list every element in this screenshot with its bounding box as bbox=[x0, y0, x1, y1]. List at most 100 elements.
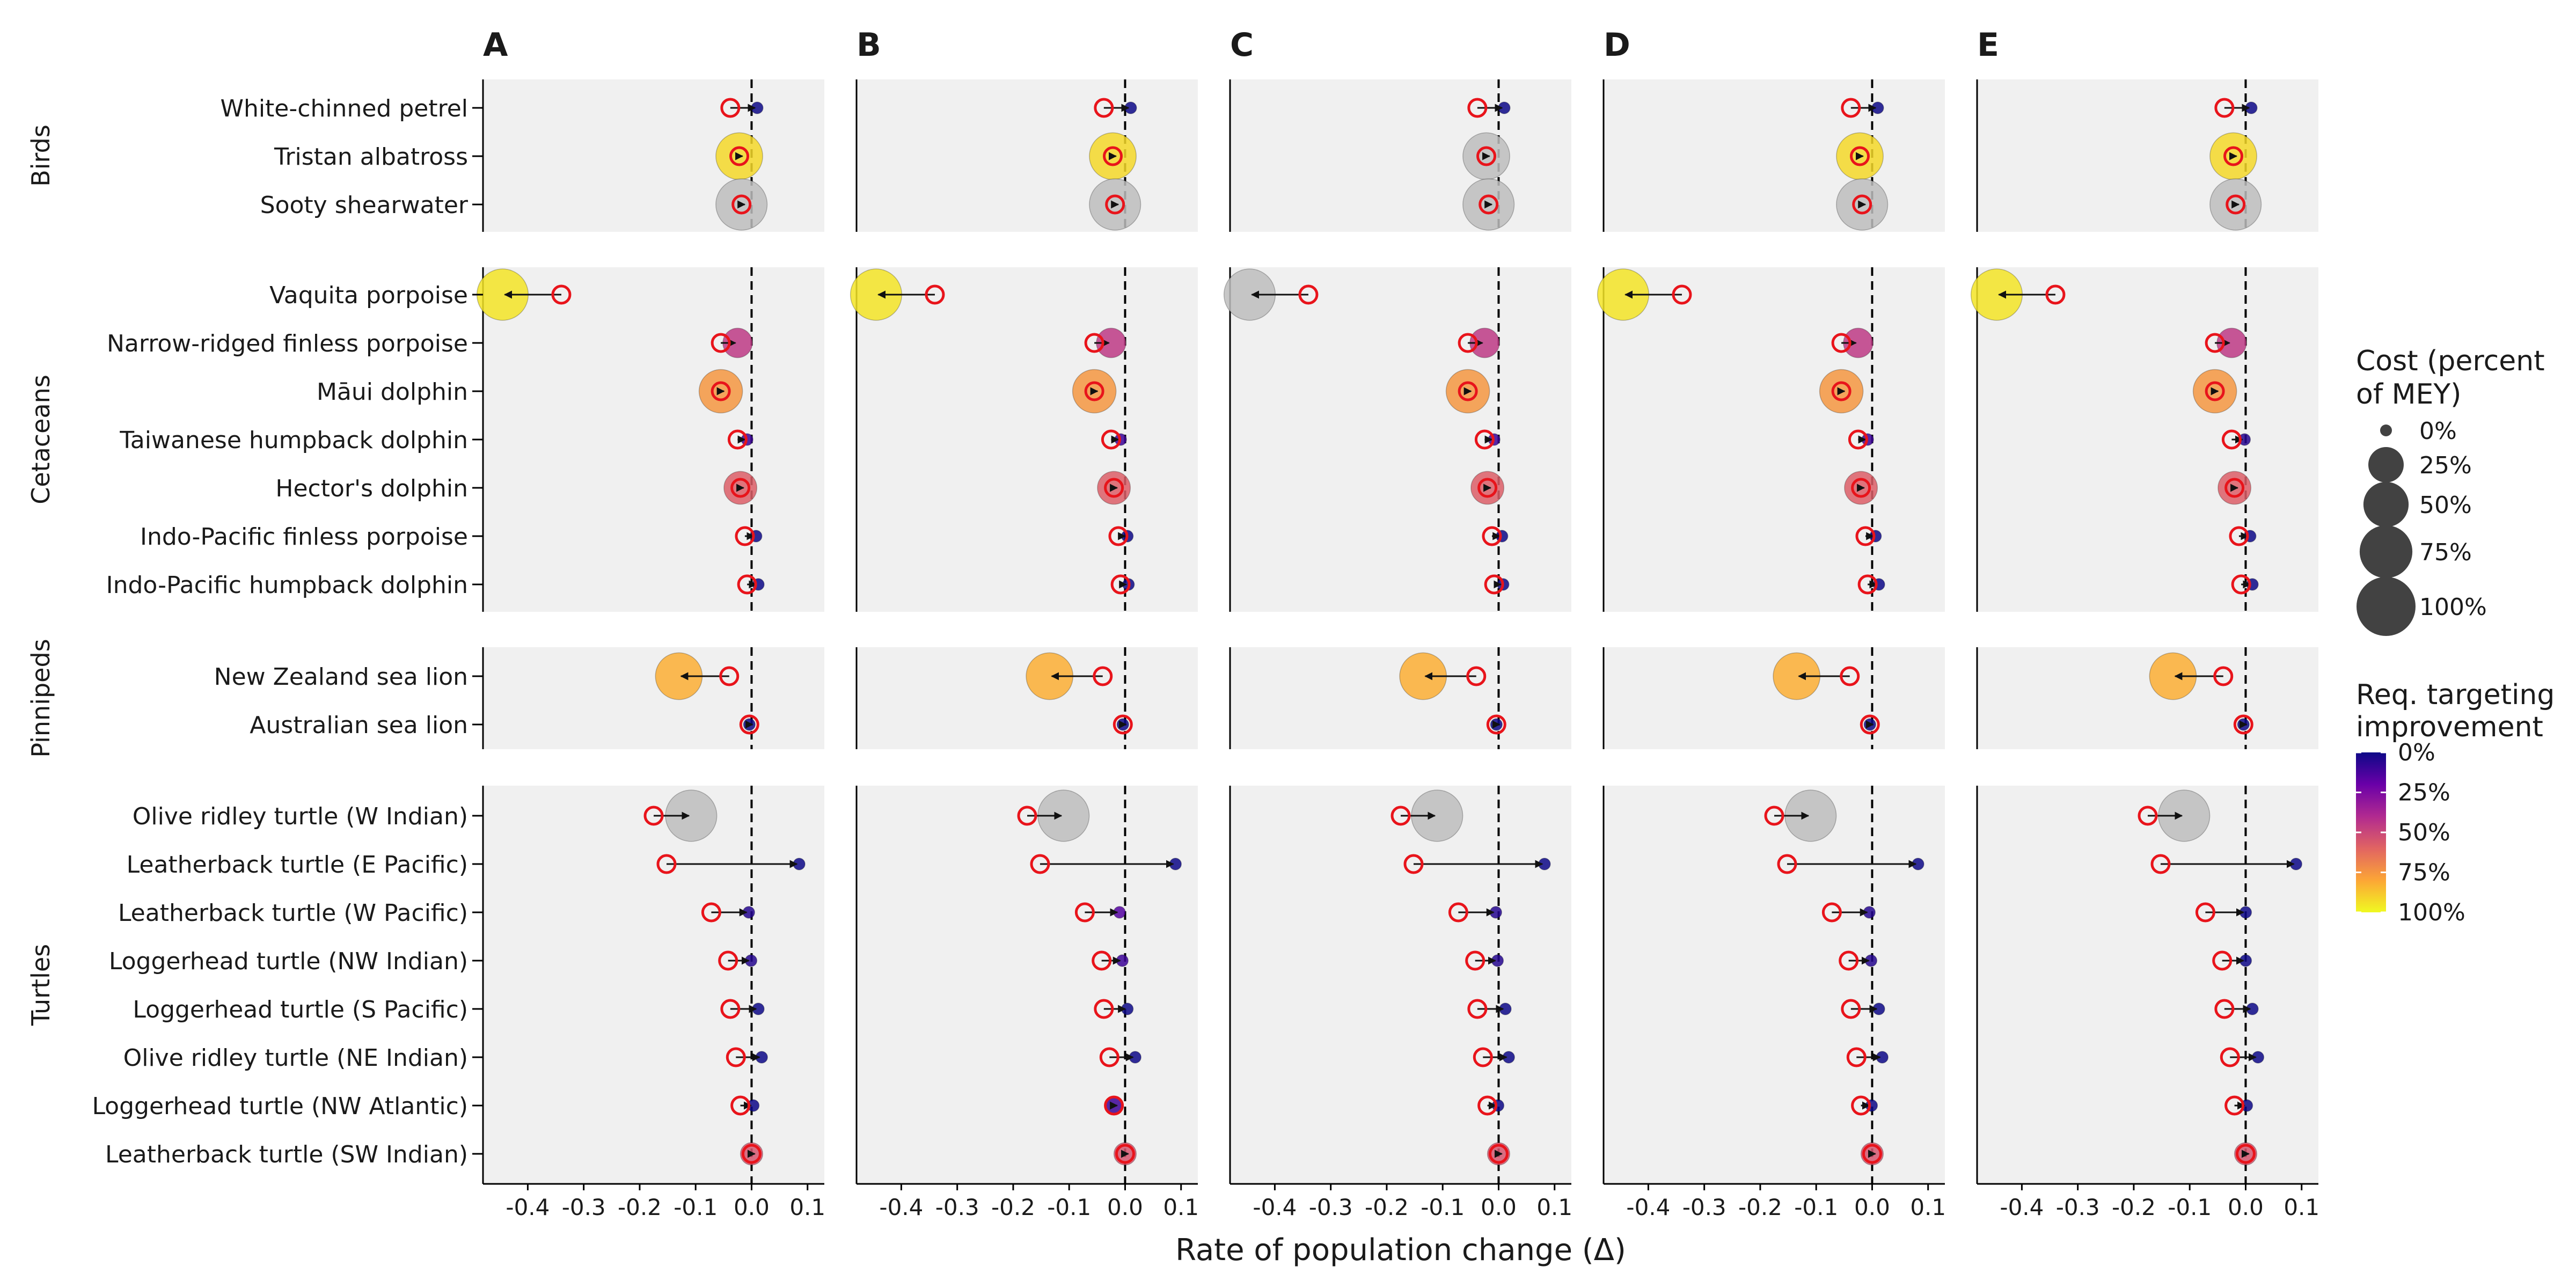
current-rate-point bbox=[1851, 1095, 1871, 1116]
panel-background bbox=[1230, 79, 1571, 232]
current-rate-point bbox=[718, 950, 738, 971]
species-label: New Zealand sea lion bbox=[214, 663, 468, 691]
panel-background bbox=[1604, 79, 1945, 232]
x-tick-label: -0.2 bbox=[1365, 1194, 1409, 1220]
current-rate-point bbox=[1821, 902, 1842, 923]
x-tick-label: -0.3 bbox=[1682, 1194, 1726, 1220]
x-tick-label: -0.2 bbox=[991, 1194, 1035, 1220]
species-label: Loggerhead turtle (S Pacific) bbox=[133, 996, 468, 1023]
current-rate-point bbox=[2205, 381, 2225, 401]
x-tick-label: 0.1 bbox=[1536, 1194, 1572, 1220]
current-rate-point bbox=[1477, 1095, 1498, 1116]
panel-background bbox=[483, 79, 824, 232]
current-rate-point bbox=[739, 714, 759, 735]
x-tick-label: 0.0 bbox=[1854, 1194, 1890, 1220]
group-label: Pinnipeds bbox=[26, 639, 55, 757]
x-tick-label: -0.1 bbox=[1794, 1194, 1838, 1220]
current-rate-point bbox=[551, 284, 572, 305]
panel-b: -0.4 -0.3 -0.2 -0.1 0.0 0.1 B bbox=[850, 26, 1199, 1220]
panel-background bbox=[483, 786, 824, 1184]
size-legend-title: Cost (percent bbox=[2356, 345, 2545, 377]
species-label: Sooty shearwater bbox=[260, 192, 469, 219]
current-rate-point bbox=[1467, 999, 1488, 1019]
group-label: Birds bbox=[26, 125, 55, 187]
panel-d: -0.4 -0.3 -0.2 -0.1 0.0 0.1 D bbox=[1597, 26, 1946, 1220]
current-rate-point bbox=[1831, 333, 1851, 353]
current-rate-point bbox=[1458, 381, 1478, 401]
x-tick-label: 0.0 bbox=[1481, 1194, 1517, 1220]
x-tick-label: -0.2 bbox=[2112, 1194, 2156, 1220]
size-legend-label: 0% bbox=[2419, 418, 2457, 445]
panel-background bbox=[857, 79, 1198, 232]
current-rate-point bbox=[2229, 526, 2249, 546]
current-rate-point bbox=[1094, 98, 1114, 118]
color-legend-label: 0% bbox=[2398, 739, 2435, 766]
current-rate-point bbox=[1473, 1047, 1493, 1067]
current-rate-point bbox=[1104, 1095, 1124, 1116]
x-tick-label: -0.2 bbox=[1738, 1194, 1782, 1220]
x-tick-label: -0.1 bbox=[674, 1194, 718, 1220]
size-legend-title: of MEY) bbox=[2356, 378, 2461, 411]
current-rate-point bbox=[1486, 714, 1506, 735]
current-rate-point bbox=[1672, 284, 1692, 305]
x-tick-label: -0.1 bbox=[1047, 1194, 1091, 1220]
panel-background bbox=[1230, 786, 1571, 1184]
x-tick-label: 0.1 bbox=[1910, 1194, 1946, 1220]
current-rate-point bbox=[1479, 194, 1499, 215]
current-rate-point bbox=[1448, 902, 1468, 923]
species-label: Taiwanese humpback dolphin bbox=[119, 427, 468, 454]
current-rate-point bbox=[1841, 999, 1861, 1019]
panel-label: A bbox=[483, 26, 508, 64]
current-rate-point bbox=[1839, 950, 1859, 971]
species-label: Māui dolphin bbox=[317, 378, 468, 406]
current-rate-point bbox=[2223, 146, 2244, 166]
current-rate-point bbox=[711, 333, 731, 353]
x-tick-label: 0.1 bbox=[789, 1194, 825, 1220]
x-tick-label: 0.1 bbox=[1163, 1194, 1199, 1220]
current-rate-point bbox=[2224, 1095, 2245, 1116]
current-rate-point bbox=[1115, 1144, 1135, 1164]
current-rate-point bbox=[1777, 854, 1797, 874]
current-rate-point bbox=[1850, 146, 1870, 166]
x-tick-label: -0.2 bbox=[618, 1194, 662, 1220]
x-tick-label: -0.3 bbox=[562, 1194, 606, 1220]
species-label: Vaquita porpoise bbox=[269, 282, 468, 309]
current-rate-point bbox=[1848, 429, 1868, 450]
panel-background bbox=[1604, 647, 1945, 749]
panel-label: D bbox=[1604, 26, 1630, 64]
current-rate-point bbox=[711, 381, 731, 401]
x-tick-label: -0.4 bbox=[2000, 1194, 2044, 1220]
species-label: Loggerhead turtle (NW Indian) bbox=[109, 948, 468, 975]
x-tick-label: 0.0 bbox=[2228, 1194, 2264, 1220]
current-rate-point bbox=[2220, 1047, 2240, 1067]
current-rate-point bbox=[1764, 806, 1784, 826]
current-rate-point bbox=[727, 429, 748, 450]
current-rate-point bbox=[735, 526, 755, 546]
current-rate-point bbox=[2224, 478, 2245, 498]
current-rate-point bbox=[2205, 333, 2225, 353]
species-label: White-chinned petrel bbox=[220, 95, 468, 122]
current-rate-point bbox=[1110, 574, 1131, 595]
size-legend-key bbox=[2363, 481, 2409, 528]
color-legend-title: Req. targeting bbox=[2356, 679, 2555, 711]
current-rate-point bbox=[1101, 429, 1121, 450]
current-rate-point bbox=[1030, 854, 1050, 874]
species-label: Narrow-ridged finless porpoise bbox=[107, 330, 468, 357]
current-rate-point bbox=[1084, 333, 1104, 353]
panel-background bbox=[1604, 786, 1945, 1184]
current-rate-point bbox=[2045, 284, 2066, 305]
current-rate-point bbox=[1476, 146, 1497, 166]
panel-c: -0.4 -0.3 -0.2 -0.1 0.0 0.1 C bbox=[1223, 26, 1572, 1220]
x-tick-label: -0.3 bbox=[1309, 1194, 1353, 1220]
species-label: Tristan albatross bbox=[274, 143, 468, 171]
current-rate-point bbox=[2213, 666, 2234, 686]
size-legend-key bbox=[2368, 447, 2404, 482]
current-rate-point bbox=[2221, 429, 2242, 450]
current-rate-point bbox=[737, 574, 757, 595]
species-label: Leatherback turtle (W Pacific) bbox=[118, 899, 468, 927]
species-label: Australian sea lion bbox=[250, 712, 468, 739]
current-rate-point bbox=[1105, 194, 1125, 215]
x-tick-label: 0.1 bbox=[2284, 1194, 2319, 1220]
current-rate-point bbox=[1846, 1047, 1867, 1067]
current-rate-point bbox=[2214, 98, 2235, 118]
